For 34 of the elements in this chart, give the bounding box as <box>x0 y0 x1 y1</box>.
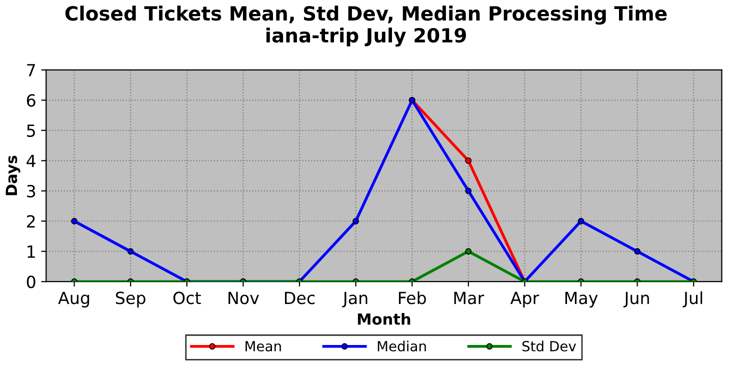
y-tick-label: 2 <box>27 215 35 228</box>
legend-label: Mean <box>246 341 281 352</box>
legend-label: Std Dev <box>522 340 576 352</box>
x-tick-label: Apr <box>510 292 540 308</box>
point <box>634 248 640 255</box>
x-tick-label: Jan <box>342 292 368 308</box>
point <box>465 188 472 194</box>
x-tick-label: Nov <box>228 292 259 304</box>
y-tick-label: 6 <box>26 94 36 107</box>
point <box>465 248 472 255</box>
x-tick-label: May <box>565 292 598 308</box>
y-tick-label: 7 <box>27 64 35 76</box>
point <box>352 218 359 224</box>
point <box>578 218 584 224</box>
y-tick-label: 3 <box>27 184 36 198</box>
point <box>127 248 134 255</box>
x-tick-label: Oct <box>173 292 201 304</box>
y-tick-label: 0 <box>26 276 36 288</box>
legend-label: Median <box>378 340 426 352</box>
y-tick-label: 5 <box>27 124 35 137</box>
point <box>465 157 472 164</box>
x-tick-label: Jul <box>682 291 702 308</box>
chart-title: Closed Tickets Mean, Std Dev, Median Processing Time iana-trip July 2019 <box>65 6 667 47</box>
y-axis-title: Days <box>6 156 20 196</box>
x-tick-label: Jun <box>623 292 649 308</box>
y-tick-label: 4 <box>26 154 36 167</box>
x-tick-label: Feb <box>398 291 426 304</box>
y-tick-label: 1 <box>28 246 35 258</box>
x-axis-title: Month <box>358 313 410 325</box>
x-tick-label: Mar <box>454 292 484 304</box>
x-tick-label: Aug <box>58 292 90 308</box>
x-tick-label: Sep <box>116 292 146 308</box>
x-tick-label: Dec <box>284 292 315 304</box>
point <box>71 218 78 224</box>
